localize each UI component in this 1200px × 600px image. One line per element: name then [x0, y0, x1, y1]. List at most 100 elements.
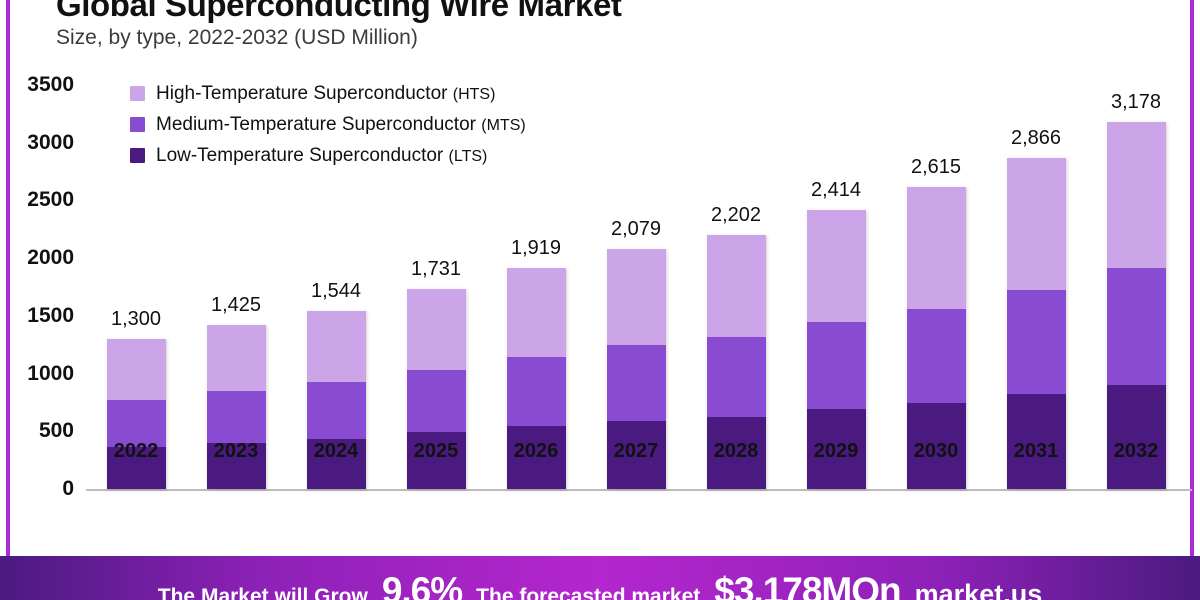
- bar-group[interactable]: 1,731 2025: [406, 258, 466, 489]
- bar-group[interactable]: 1,300 2022: [106, 308, 166, 489]
- bar-segment-lts[interactable]: [606, 421, 666, 489]
- bar-stack[interactable]: [106, 338, 166, 489]
- bar-segment-hts[interactable]: [1006, 158, 1066, 291]
- bar-segment-mts[interactable]: [306, 381, 366, 439]
- bar-segment-lts[interactable]: [1106, 385, 1166, 489]
- y-axis-tick: 3000: [27, 130, 74, 154]
- bar-stack[interactable]: [1006, 158, 1066, 489]
- bar-stack[interactable]: [306, 310, 366, 489]
- bar-group[interactable]: 3,178 2032: [1106, 91, 1166, 489]
- bars-container: 1,300 2022 1,425 2023 1,544 2024 1,731 2025 1,91…: [86, 0, 1186, 560]
- bar-total-label: 1,919: [510, 236, 562, 259]
- bar-segment-hts[interactable]: [906, 187, 966, 309]
- x-axis-tick: 2032: [1113, 440, 1159, 462]
- bar-segment-lts[interactable]: [406, 432, 466, 489]
- x-axis-tick: 2029: [813, 440, 859, 462]
- y-axis-tick: 2000: [27, 246, 74, 270]
- legend-swatch-lts: [130, 148, 145, 163]
- bar-segment-mts[interactable]: [406, 369, 466, 433]
- x-axis-tick: 2028: [713, 440, 759, 462]
- banner-cagr-value: 9.6%: [381, 570, 463, 600]
- bar-segment-hts[interactable]: [506, 267, 566, 357]
- bar-group[interactable]: 1,544 2024: [306, 280, 366, 489]
- x-axis-tick: 2022: [113, 440, 159, 462]
- right-accent-bar: [1190, 0, 1194, 600]
- bar-segment-hts[interactable]: [406, 289, 466, 370]
- bar-total-label: 2,079: [610, 218, 662, 241]
- x-axis-tick: 2025: [413, 440, 459, 462]
- bar-segment-mts[interactable]: [906, 308, 966, 404]
- bar-group[interactable]: 2,079 2027: [606, 218, 666, 489]
- bar-segment-hts[interactable]: [606, 249, 666, 345]
- y-axis-tick: 1000: [27, 361, 74, 385]
- y-axis: 0 500 1000 1500 2000 2500 3000 3500: [0, 0, 86, 560]
- bar-segment-hts[interactable]: [306, 310, 366, 382]
- x-axis-tick: 2024: [313, 440, 359, 462]
- plot-area: 0 500 1000 1500 2000 2500 3000 3500 1,300 2022 1,…: [0, 0, 1192, 560]
- bar-group[interactable]: 2,414 2029: [806, 179, 866, 489]
- bar-total-label: 2,866: [1010, 127, 1062, 150]
- bar-total-label: 3,178: [1110, 91, 1162, 114]
- bar-total-label: 1,731: [410, 258, 462, 281]
- x-axis-baseline: [86, 489, 1192, 491]
- chart-legend: High-Temperature Superconductor (HTS) Med…: [130, 78, 526, 171]
- banner-brand: market.us: [914, 579, 1043, 600]
- bar-group[interactable]: 2,615 2030: [906, 156, 966, 489]
- legend-swatch-hts: [130, 86, 145, 101]
- y-axis-tick: 0: [62, 477, 74, 500]
- bar-segment-mts[interactable]: [1106, 267, 1166, 386]
- bar-segment-mts[interactable]: [206, 390, 266, 443]
- bar-segment-lts[interactable]: [1006, 394, 1066, 489]
- bar-segment-hts[interactable]: [106, 338, 166, 400]
- bar-stack[interactable]: [1106, 122, 1166, 489]
- bar-group[interactable]: 1,425 2023: [206, 294, 266, 489]
- bar-segment-lts[interactable]: [906, 403, 966, 489]
- legend-label-hts: High-Temperature Superconductor (HTS): [156, 82, 496, 104]
- bar-segment-hts[interactable]: [206, 324, 266, 391]
- legend-label-lts: Low-Temperature Superconductor (LTS): [156, 144, 488, 166]
- bar-segment-lts[interactable]: [806, 408, 866, 489]
- bar-segment-hts[interactable]: [806, 210, 866, 322]
- bar-segment-mts[interactable]: [106, 399, 166, 448]
- bar-stack[interactable]: [906, 187, 966, 489]
- bottom-banner: The Market will Grow 9.6% The forecasted…: [0, 556, 1200, 600]
- bar-stack[interactable]: [506, 267, 566, 489]
- legend-swatch-mts: [130, 117, 145, 132]
- x-axis-tick: 2027: [613, 440, 659, 462]
- bar-segment-mts[interactable]: [806, 321, 866, 409]
- bar-segment-mts[interactable]: [506, 356, 566, 427]
- bar-segment-lts[interactable]: [106, 447, 166, 489]
- bar-total-label: 1,425: [210, 293, 262, 316]
- x-axis-tick: 2030: [913, 440, 959, 462]
- y-axis-tick: 1500: [27, 303, 74, 327]
- bar-segment-lts[interactable]: [706, 417, 766, 489]
- bar-group[interactable]: 1,919 2026: [506, 237, 566, 489]
- y-axis-tick: 3500: [27, 73, 74, 96]
- banner-forecast-value: $3,178MQn: [714, 570, 901, 600]
- bar-segment-mts[interactable]: [1006, 290, 1066, 395]
- bar-segment-mts[interactable]: [706, 336, 766, 418]
- bar-stack[interactable]: [206, 324, 266, 489]
- bar-segment-hts[interactable]: [1106, 122, 1166, 268]
- legend-item-lts[interactable]: Low-Temperature Superconductor (LTS): [130, 140, 526, 171]
- bar-segment-lts[interactable]: [206, 442, 266, 489]
- legend-item-hts[interactable]: High-Temperature Superconductor (HTS): [130, 78, 526, 109]
- bar-segment-lts[interactable]: [506, 426, 566, 489]
- left-accent-bar: [6, 0, 10, 600]
- bar-stack[interactable]: [606, 249, 666, 489]
- bar-segment-hts[interactable]: [706, 234, 766, 337]
- bar-stack[interactable]: [706, 234, 766, 489]
- bar-group[interactable]: 2,866 2031: [1006, 127, 1066, 489]
- bar-group[interactable]: 2,202 2028: [706, 204, 766, 489]
- bar-stack[interactable]: [806, 210, 866, 489]
- bar-segment-mts[interactable]: [606, 344, 666, 422]
- y-axis-tick: 500: [38, 419, 74, 443]
- bar-stack[interactable]: [406, 289, 466, 489]
- bar-segment-lts[interactable]: [306, 438, 366, 489]
- x-axis-tick: 2026: [513, 440, 559, 462]
- bar-total-label: 1,300: [110, 307, 162, 330]
- bar-total-label: 2,202: [710, 203, 762, 226]
- y-axis-tick: 2500: [27, 188, 74, 212]
- legend-item-mts[interactable]: Medium-Temperature Superconductor (MTS): [130, 109, 526, 140]
